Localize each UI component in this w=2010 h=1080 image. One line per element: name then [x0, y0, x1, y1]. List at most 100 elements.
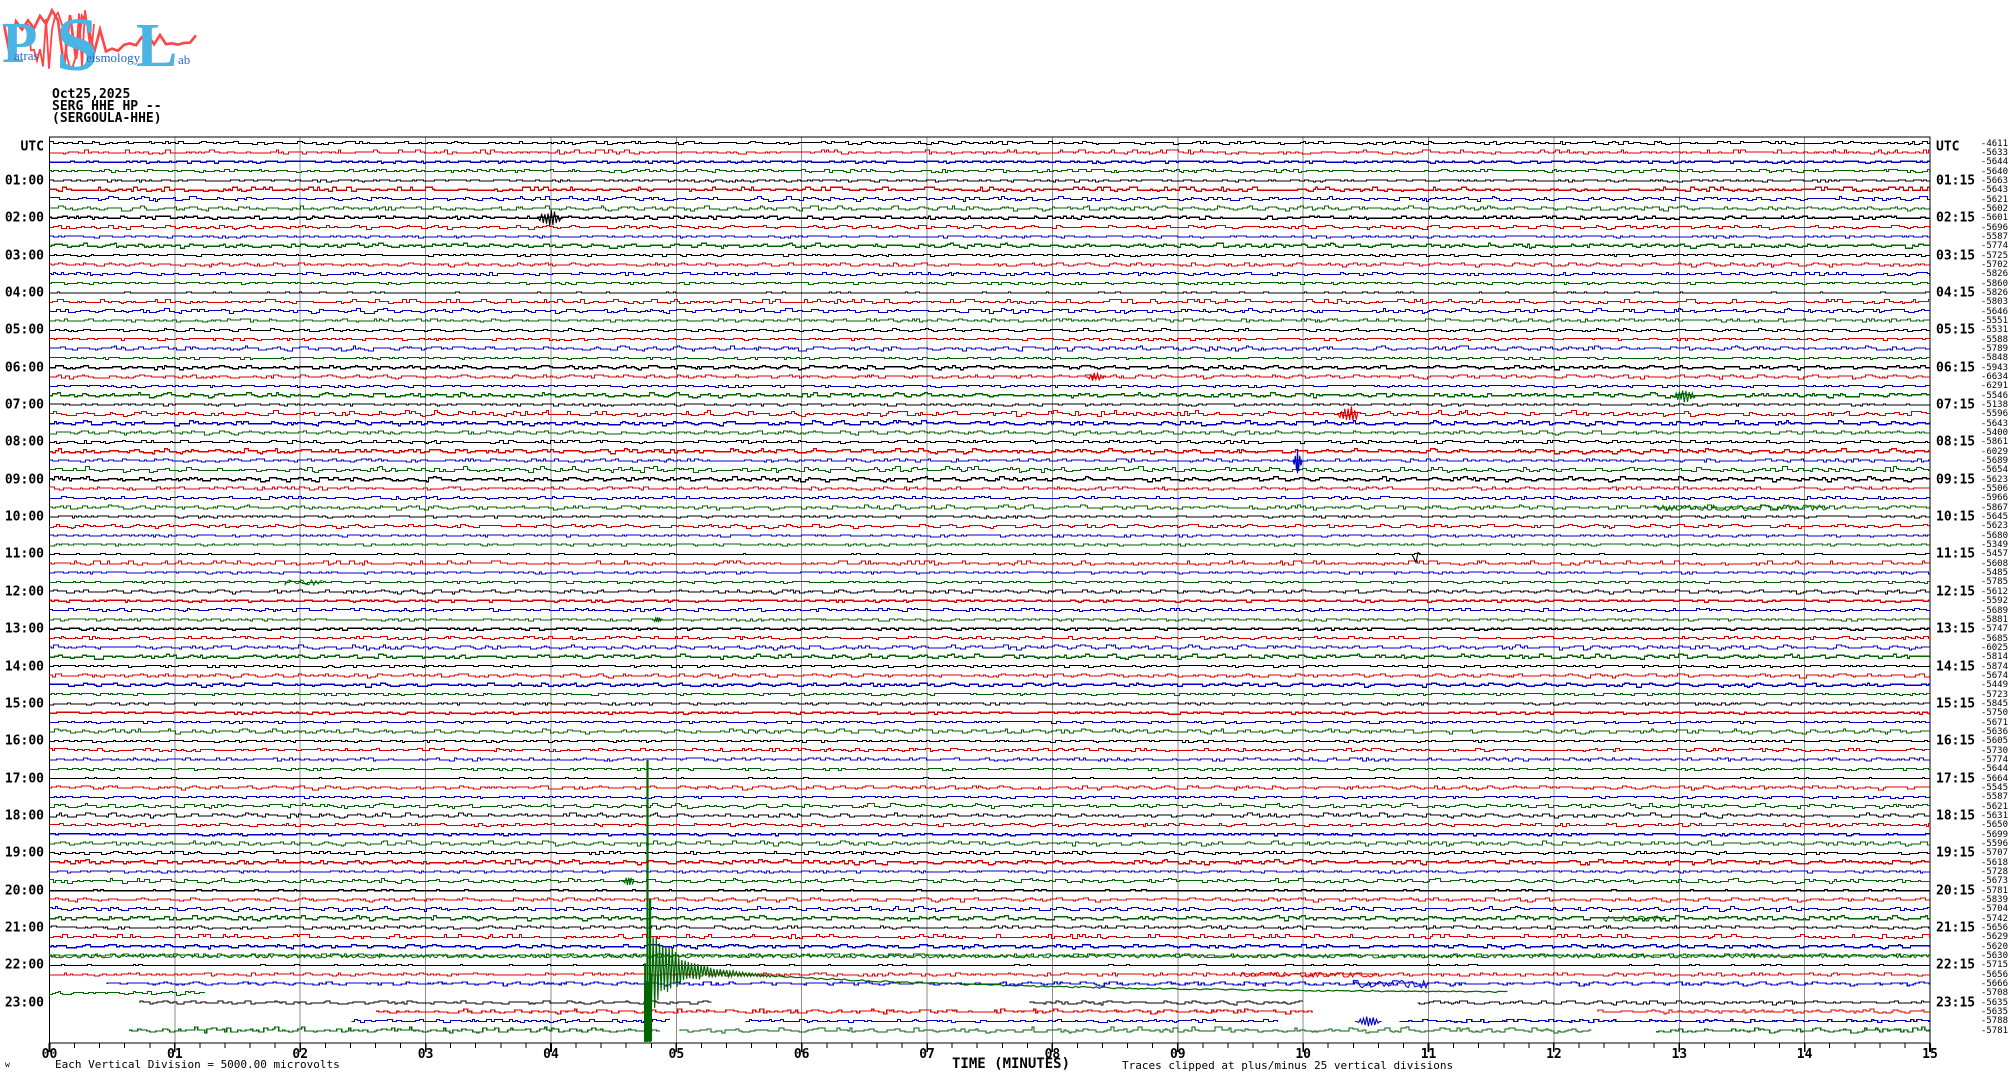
right-time-label: 15:15 — [1936, 696, 1976, 712]
trace-value: -5587 — [1980, 792, 2008, 803]
trace-value: -5671 — [1980, 717, 2008, 728]
right-time-label: 23:15 — [1936, 995, 1976, 1011]
trace-value: -5689 — [1980, 456, 2008, 467]
trace-value: -5138 — [1980, 400, 2008, 411]
trace-value: -5635 — [1980, 1007, 2008, 1018]
header-station: SERG HHE HP -- — [52, 99, 162, 114]
left-time-label: 21:00 — [4, 920, 44, 936]
trace-value: -5664 — [1980, 773, 2008, 784]
trace-value: -5789 — [1980, 343, 2008, 354]
utc-label-right: UTC — [1936, 139, 1960, 155]
x-tick-label: 03 — [417, 1047, 434, 1062]
trace-value: -5650 — [1980, 820, 2008, 831]
trace-value: -5646 — [1980, 306, 2008, 317]
trace-value: -5826 — [1980, 269, 2008, 280]
trace-value: -5588 — [1980, 334, 2008, 345]
trace-value: -5826 — [1980, 287, 2008, 298]
trace-value: -5644 — [1980, 764, 2008, 775]
trace-value: -5596 — [1980, 409, 2008, 420]
trace-value: -5839 — [1980, 895, 2008, 906]
trace-value: -5623 — [1980, 521, 2008, 532]
trace-value: -5750 — [1980, 708, 2008, 719]
left-time-label: 04:00 — [4, 285, 44, 301]
x-tick-label: 10 — [1295, 1047, 1311, 1062]
clip-note: Traces clipped at plus/minus 25 vertical… — [1122, 1059, 1454, 1072]
right-time-label: 12:15 — [1936, 584, 1976, 600]
right-time-label: 13:15 — [1936, 621, 1976, 637]
trace-value: -5708 — [1980, 988, 2008, 999]
trace-value: -5645 — [1980, 512, 2008, 523]
trace-value: -5551 — [1980, 315, 2008, 326]
trace-value: -5601 — [1980, 213, 2008, 224]
left-time-label: 07:00 — [4, 397, 44, 413]
trace-value: -5673 — [1980, 876, 2008, 887]
x-tick-label: 00 — [41, 1047, 58, 1062]
trace-value: -5618 — [1980, 857, 2008, 868]
header-station-name: (SERGOULA-HHE) — [52, 111, 162, 126]
trace-value: -5747 — [1980, 624, 2008, 635]
right-time-label: 22:15 — [1936, 957, 1976, 973]
trace-value: -5630 — [1980, 951, 2008, 962]
trace-value: -5696 — [1980, 222, 2008, 233]
x-tick-label: 14 — [1796, 1047, 1813, 1062]
right-time-label: 14:15 — [1936, 659, 1976, 675]
trace-value: -5636 — [1980, 726, 2008, 737]
trace-value: -5643 — [1980, 418, 2008, 429]
left-time-label: 03:00 — [4, 248, 44, 264]
trace-value: -5545 — [1980, 782, 2008, 793]
trace-value: -5623 — [1980, 474, 2008, 485]
trace-value: -5531 — [1980, 325, 2008, 336]
scale-note: Each Vertical Division = 5000.00 microvo… — [55, 1058, 340, 1071]
left-time-label: 18:00 — [4, 808, 44, 824]
left-time-label: 20:00 — [4, 883, 44, 899]
trace-value: -5845 — [1980, 698, 2008, 709]
left-time-label: 08:00 — [4, 434, 44, 450]
x-tick-label: 09 — [1169, 1047, 1186, 1062]
left-time-label: 14:00 — [4, 659, 44, 675]
trace-value: -5596 — [1980, 839, 2008, 849]
right-time-label: 19:15 — [1936, 845, 1976, 861]
header-date: Oct25,2025 — [52, 87, 131, 102]
left-time-label: 02:00 — [4, 210, 44, 226]
left-time-label: 10:00 — [4, 509, 44, 525]
left-time-label: 06:00 — [4, 360, 44, 376]
right-time-label: 06:15 — [1936, 360, 1976, 376]
trace-value: -5704 — [1980, 904, 2008, 915]
trace-value: -5656 — [1980, 923, 2008, 934]
trace-value: -5644 — [1980, 157, 2008, 168]
trace-value: -5587 — [1980, 231, 2008, 242]
trace-value: -5400 — [1980, 428, 2008, 439]
svg-text:L: L — [136, 12, 177, 80]
trace-value: -5605 — [1980, 736, 2008, 747]
trace-value: -5814 — [1980, 652, 2008, 663]
trace-value: -5689 — [1980, 605, 2008, 616]
trace-value: -5861 — [1980, 437, 2008, 448]
right-time-label: 11:15 — [1936, 546, 1976, 562]
svg-text:ab: ab — [178, 52, 190, 67]
trace-value: -5707 — [1980, 848, 2008, 859]
corner-mark: w — [5, 1060, 10, 1069]
trace-value: -5633 — [1980, 147, 2008, 158]
trace-value: -5848 — [1980, 353, 2008, 364]
right-time-label: 02:15 — [1936, 210, 1976, 226]
x-tick-label: 07 — [919, 1047, 935, 1062]
trace-value: -5730 — [1980, 745, 2008, 756]
right-time-label: 17:15 — [1936, 771, 1976, 787]
trace-value: -5506 — [1980, 484, 2008, 495]
trace-value: -5485 — [1980, 568, 2008, 579]
trace-value: -5702 — [1980, 259, 2008, 270]
x-tick-label: 06 — [793, 1047, 810, 1062]
x-axis-title: TIME (MINUTES) — [952, 1056, 1071, 1072]
right-time-label: 08:15 — [1936, 434, 1976, 450]
x-tick-label: 01 — [167, 1047, 183, 1062]
utc-label-left: UTC — [20, 139, 44, 155]
trace-value: -5635 — [1980, 997, 2008, 1008]
right-time-label: 04:15 — [1936, 285, 1976, 301]
trace-value: -5666 — [1980, 979, 2008, 990]
trace-value: -5602 — [1980, 203, 2008, 214]
trace-value: -5803 — [1980, 297, 2008, 308]
x-tick-label: 12 — [1546, 1047, 1562, 1062]
trace-value: -5620 — [1980, 941, 2008, 952]
x-tick-label: 04 — [543, 1047, 559, 1062]
left-time-label: 17:00 — [4, 771, 44, 787]
